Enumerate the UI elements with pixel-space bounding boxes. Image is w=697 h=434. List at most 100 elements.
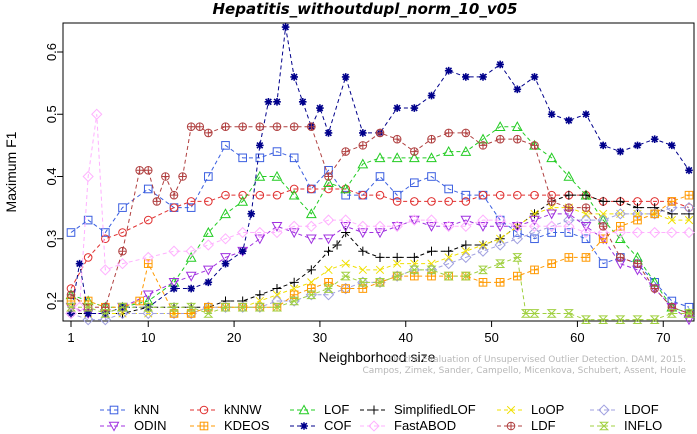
data-point bbox=[391, 152, 403, 163]
legend-marker bbox=[109, 405, 119, 415]
data-point bbox=[529, 309, 540, 318]
legend-item-kdeos: KDEOS bbox=[190, 418, 270, 433]
data-point bbox=[528, 226, 541, 239]
y-axis-label: Maximum F1 bbox=[3, 131, 19, 212]
data-point bbox=[118, 228, 127, 237]
series-inflo bbox=[65, 253, 695, 324]
series-line bbox=[70, 213, 690, 321]
data-point bbox=[649, 315, 660, 324]
legend-label: LDF bbox=[531, 418, 556, 433]
data-point bbox=[65, 307, 77, 320]
data-point bbox=[66, 290, 76, 300]
legend-marker bbox=[598, 404, 610, 416]
data-point bbox=[271, 302, 283, 312]
data-point bbox=[427, 134, 436, 144]
data-point bbox=[520, 309, 531, 318]
x-tick-label: 50 bbox=[484, 330, 498, 345]
data-point bbox=[478, 141, 488, 150]
data-point bbox=[530, 234, 539, 244]
data-point bbox=[220, 253, 231, 264]
legend-label: FastABOD bbox=[394, 418, 456, 433]
data-point bbox=[581, 190, 591, 200]
legend-label: INFLO bbox=[624, 418, 662, 433]
data-point bbox=[324, 129, 333, 137]
data-point bbox=[168, 245, 180, 257]
data-point bbox=[598, 196, 608, 206]
data-point bbox=[598, 315, 609, 324]
data-point bbox=[118, 203, 127, 212]
data-point bbox=[264, 98, 273, 106]
data-point bbox=[202, 226, 214, 237]
data-point bbox=[374, 278, 386, 287]
data-point bbox=[460, 251, 472, 264]
data-point bbox=[444, 66, 453, 75]
data-point bbox=[580, 214, 592, 226]
credit-line-2: Campos, Zimek, Sander, Campello, Micenko… bbox=[363, 366, 687, 376]
data-point bbox=[581, 203, 591, 212]
data-point bbox=[495, 190, 505, 200]
data-point bbox=[290, 73, 298, 81]
series-line bbox=[70, 126, 690, 314]
legend-label: COF bbox=[324, 418, 352, 433]
data-point bbox=[255, 290, 265, 300]
data-point bbox=[597, 226, 609, 239]
legend-label: KDEOS bbox=[224, 418, 270, 433]
data-point bbox=[323, 234, 334, 245]
x-tick-label: 10 bbox=[141, 330, 155, 345]
data-point bbox=[426, 246, 437, 256]
data-point bbox=[633, 215, 642, 225]
data-point bbox=[254, 226, 266, 239]
data-point bbox=[143, 184, 153, 194]
data-point bbox=[271, 222, 283, 232]
data-point bbox=[254, 301, 266, 313]
data-point bbox=[580, 222, 592, 232]
data-point bbox=[632, 203, 643, 213]
x-tick-label: 30 bbox=[313, 330, 327, 345]
y-tick-label: 0.6 bbox=[44, 43, 59, 61]
series-line bbox=[71, 256, 689, 321]
data-point bbox=[444, 246, 454, 256]
data-point bbox=[564, 190, 574, 200]
data-point bbox=[298, 98, 307, 106]
data-point bbox=[649, 226, 661, 239]
data-point bbox=[306, 265, 316, 275]
data-point bbox=[615, 196, 625, 206]
data-point bbox=[530, 73, 539, 81]
data-point bbox=[547, 228, 556, 237]
data-point bbox=[322, 289, 335, 301]
data-point bbox=[546, 309, 557, 318]
data-point bbox=[444, 197, 453, 206]
data-point bbox=[374, 228, 386, 239]
data-point bbox=[323, 284, 334, 293]
data-point bbox=[238, 122, 247, 131]
data-point bbox=[247, 210, 256, 218]
data-point bbox=[142, 307, 154, 320]
legend-label: LoOP bbox=[531, 402, 564, 417]
data-point bbox=[513, 85, 522, 94]
data-point bbox=[186, 197, 196, 206]
data-point bbox=[410, 271, 419, 281]
data-point bbox=[461, 240, 471, 250]
data-point bbox=[530, 265, 539, 275]
data-point bbox=[410, 178, 419, 188]
data-point bbox=[178, 172, 187, 181]
data-point bbox=[340, 214, 352, 226]
data-point bbox=[667, 197, 677, 206]
series-fastabod bbox=[65, 108, 695, 320]
data-point bbox=[666, 201, 678, 214]
data-point bbox=[254, 234, 266, 245]
data-point bbox=[650, 135, 659, 143]
data-point bbox=[220, 208, 231, 219]
data-point bbox=[272, 122, 282, 131]
data-point bbox=[281, 23, 290, 31]
data-point bbox=[187, 284, 195, 293]
data-point bbox=[101, 234, 110, 244]
data-point bbox=[408, 152, 420, 163]
x-tick-label: 40 bbox=[399, 330, 413, 345]
data-point bbox=[221, 190, 230, 200]
data-point bbox=[255, 122, 265, 131]
data-point bbox=[581, 209, 591, 219]
data-point bbox=[580, 226, 592, 239]
data-point bbox=[683, 309, 695, 318]
data-point bbox=[563, 220, 575, 232]
